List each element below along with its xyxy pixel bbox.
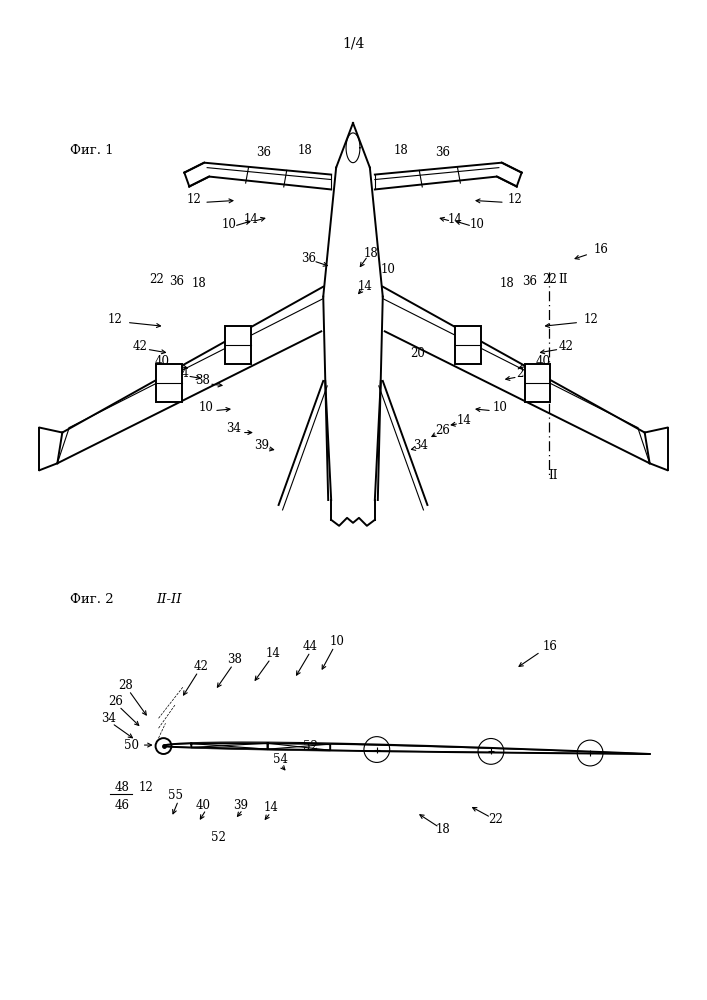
Text: 39: 39 [255, 439, 269, 452]
Text: 18: 18 [363, 247, 378, 260]
Polygon shape [192, 743, 268, 749]
Text: 12: 12 [508, 193, 522, 206]
Text: 42: 42 [194, 660, 209, 673]
Text: 28: 28 [516, 367, 531, 380]
Text: 52: 52 [211, 831, 226, 844]
Text: 34: 34 [101, 712, 117, 725]
Text: 1/4: 1/4 [341, 37, 364, 51]
Text: 18: 18 [499, 277, 514, 290]
Text: II-II: II-II [156, 593, 182, 606]
Text: 44: 44 [303, 640, 318, 653]
Bar [156, 364, 182, 402]
Text: 36: 36 [435, 146, 450, 159]
Bar [525, 364, 551, 402]
Text: 34: 34 [413, 439, 428, 452]
Text: 14: 14 [358, 280, 373, 293]
Text: 40: 40 [536, 355, 551, 368]
Text: 12: 12 [187, 193, 201, 206]
Text: II: II [549, 469, 558, 482]
Text: 36: 36 [522, 275, 537, 288]
Text: 12: 12 [584, 313, 599, 326]
Text: Фиг. 2: Фиг. 2 [70, 593, 114, 606]
Text: 38: 38 [194, 374, 210, 387]
Text: 38: 38 [228, 653, 243, 666]
Text: 46: 46 [115, 799, 129, 812]
Text: 40: 40 [196, 799, 211, 812]
Text: 10: 10 [199, 401, 214, 414]
Text: II: II [559, 273, 568, 286]
Text: 55: 55 [168, 789, 183, 802]
Bar [455, 326, 481, 364]
Text: 16: 16 [543, 640, 558, 653]
Polygon shape [268, 743, 330, 750]
Text: 22: 22 [542, 273, 557, 286]
Text: 28: 28 [119, 679, 133, 692]
Text: 22: 22 [489, 813, 503, 826]
Text: 14: 14 [263, 801, 278, 814]
Text: 26: 26 [108, 695, 123, 708]
Text: 42: 42 [132, 340, 147, 353]
Text: 39: 39 [233, 799, 248, 812]
Text: 18: 18 [393, 144, 408, 157]
Text: 18: 18 [436, 823, 450, 836]
Text: 20: 20 [410, 347, 425, 360]
Text: 10: 10 [329, 635, 344, 648]
Text: 52: 52 [303, 740, 317, 753]
Text: 18: 18 [192, 277, 206, 290]
Text: 14: 14 [265, 647, 280, 660]
Text: 14: 14 [243, 213, 258, 226]
Text: 10: 10 [469, 218, 484, 231]
Text: 36: 36 [301, 252, 316, 265]
Text: 14: 14 [448, 213, 462, 226]
Text: 10: 10 [380, 263, 395, 276]
Text: 22: 22 [149, 273, 164, 286]
Text: 36: 36 [256, 146, 271, 159]
Text: 36: 36 [169, 275, 184, 288]
Text: Фиг. 1: Фиг. 1 [70, 144, 114, 157]
Text: 26: 26 [435, 424, 450, 437]
Bar [226, 326, 251, 364]
Text: 48: 48 [115, 781, 129, 794]
Text: 54: 54 [273, 753, 288, 766]
Text: 18: 18 [298, 144, 312, 157]
Text: 40: 40 [155, 355, 170, 368]
Text: 12: 12 [139, 781, 153, 794]
Text: 50: 50 [124, 739, 139, 752]
Text: 10: 10 [492, 401, 508, 414]
Text: 10: 10 [221, 218, 236, 231]
Text: 42: 42 [559, 340, 574, 353]
Text: 14: 14 [457, 414, 472, 427]
Text: 16: 16 [594, 243, 609, 256]
Text: 12: 12 [107, 313, 122, 326]
Text: 34: 34 [226, 422, 242, 435]
Text: 14: 14 [175, 367, 189, 380]
